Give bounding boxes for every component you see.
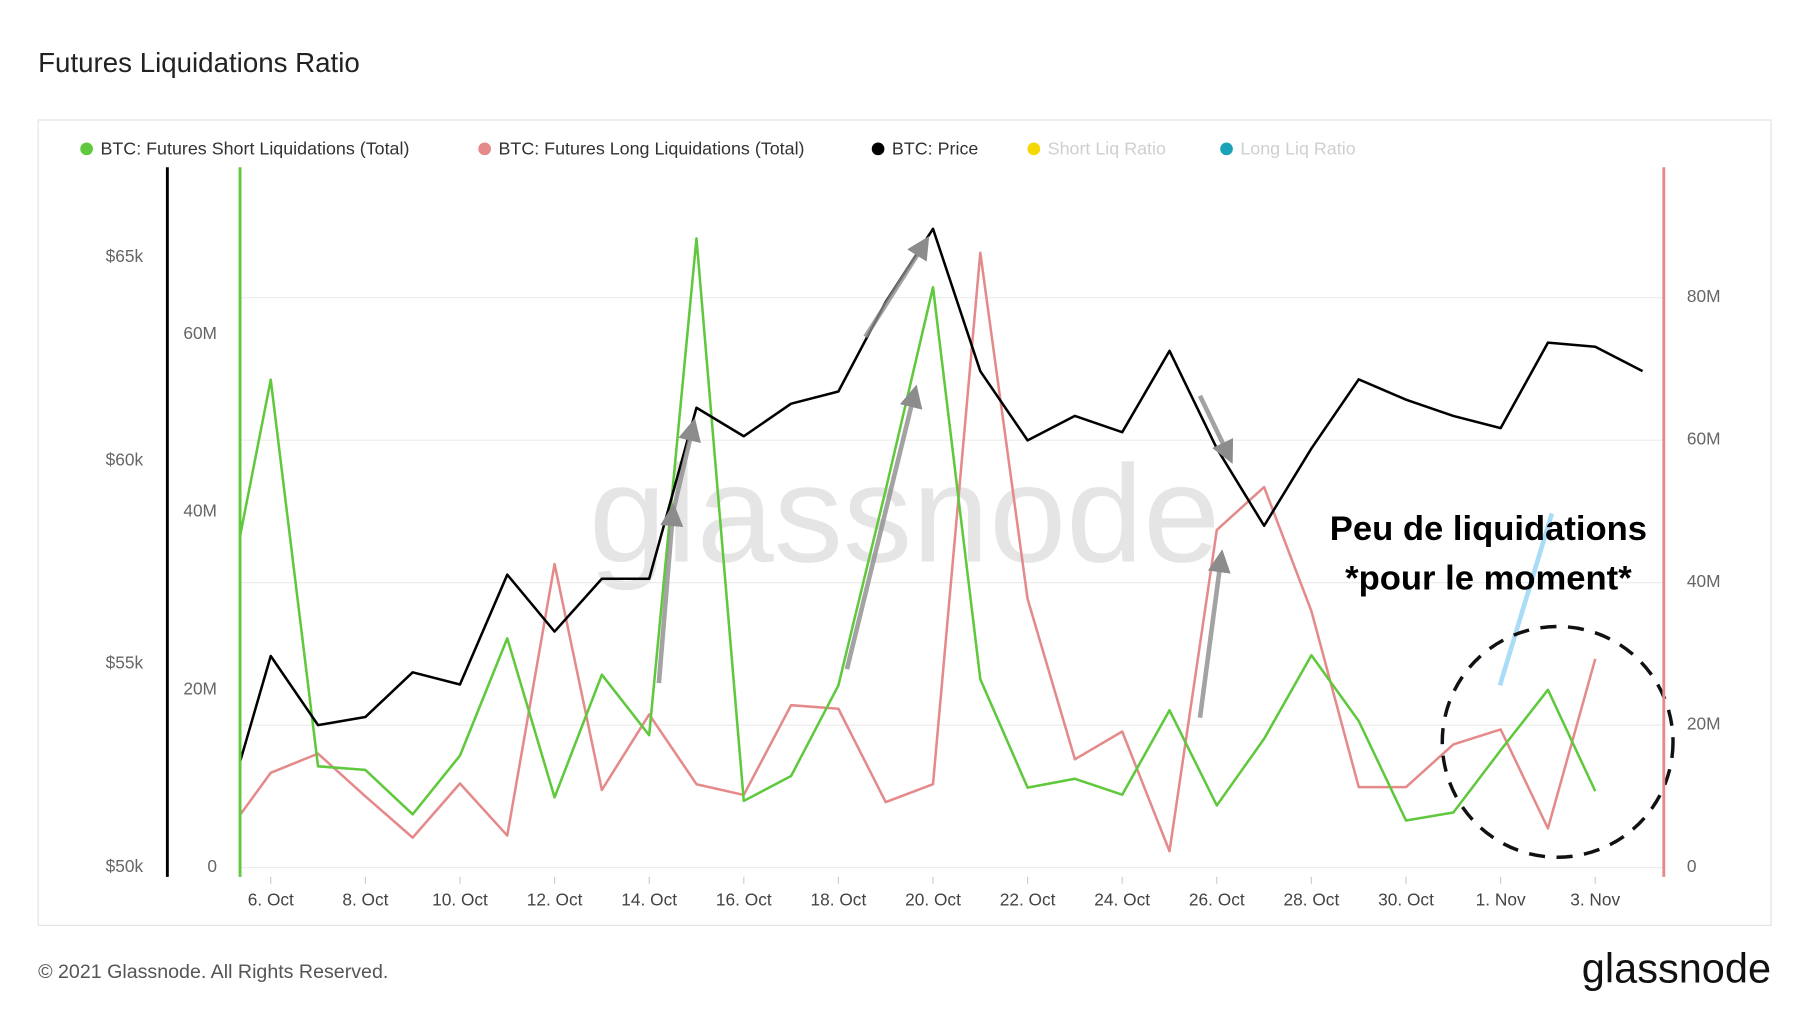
x-tick-label: 28. Oct xyxy=(1284,890,1340,910)
x-tick-label: 16. Oct xyxy=(716,890,772,910)
arrow xyxy=(656,503,684,684)
yticks-label: $50k xyxy=(106,856,144,876)
y2ticks-label: 20M xyxy=(1687,714,1721,734)
legend-marker xyxy=(478,142,491,156)
x-tick-label: 20. Oct xyxy=(905,890,961,910)
legend-label: Long Liq Ratio xyxy=(1240,139,1355,159)
legend-label: Short Liq Ratio xyxy=(1048,139,1166,159)
chart-title: Futures Liquidations Ratio xyxy=(38,47,360,78)
x-tick-label: 6. Oct xyxy=(248,890,294,910)
annotation: *pour le moment* xyxy=(1345,559,1632,597)
legend-label: BTC: Futures Long Liquidations (Total) xyxy=(498,139,804,159)
y3ticks-label: 60M xyxy=(183,323,217,343)
chart-frame xyxy=(37,119,1772,926)
watermark: glassnode xyxy=(589,438,1220,592)
y3ticks-label: 20M xyxy=(183,678,217,698)
y3ticks-label: 40M xyxy=(183,501,217,521)
y2ticks-label: 60M xyxy=(1687,429,1721,449)
x-tick-label: 8. Oct xyxy=(342,890,388,910)
arrow xyxy=(844,384,923,670)
x-tick-label: 22. Oct xyxy=(1000,890,1056,910)
legend-marker xyxy=(1220,142,1233,156)
footer: © 2021 Glassnode. All Rights Reserved. xyxy=(38,961,388,983)
arrow xyxy=(1197,549,1231,718)
x-tick-label: 10. Oct xyxy=(432,890,488,910)
x-tick-label: 24. Oct xyxy=(1094,890,1150,910)
legend-marker xyxy=(1027,142,1041,156)
arrow xyxy=(670,417,701,514)
series-line xyxy=(240,227,1644,763)
y3ticks-label: 0 xyxy=(207,856,217,876)
x-tick-label: 18. Oct xyxy=(811,890,867,910)
yticks-label: $55k xyxy=(106,653,144,673)
yticks-label: $60k xyxy=(106,449,144,469)
arrow xyxy=(863,236,930,339)
logo: glassnode xyxy=(1582,944,1771,991)
highlight-arrow xyxy=(1497,512,1555,686)
y2ticks-label: 40M xyxy=(1687,571,1721,591)
legend-label: BTC: Futures Short Liquidations (Total) xyxy=(100,139,409,159)
grid xyxy=(240,297,1664,869)
x-tick-label: 1. Nov xyxy=(1476,890,1526,910)
series-line xyxy=(240,251,1597,853)
arrow xyxy=(1197,394,1234,464)
annotation: Peu de liquidations xyxy=(1330,510,1647,548)
y2ticks-label: 80M xyxy=(1687,286,1721,306)
x-tick-label: 30. Oct xyxy=(1378,890,1434,910)
arrows xyxy=(656,236,1234,718)
highlight-circle xyxy=(1440,624,1675,859)
yticks-label: $65k xyxy=(106,246,144,266)
x-tick-label: 12. Oct xyxy=(527,890,583,910)
legend-marker xyxy=(871,142,885,156)
x-tick-label: 26. Oct xyxy=(1189,890,1245,910)
x-tick-label: 3. Nov xyxy=(1570,890,1620,910)
x-tick-label: 14. Oct xyxy=(621,890,677,910)
legend-label: BTC: Price xyxy=(892,139,978,159)
y2ticks-label: 0 xyxy=(1687,856,1697,876)
legend-marker xyxy=(80,142,93,156)
